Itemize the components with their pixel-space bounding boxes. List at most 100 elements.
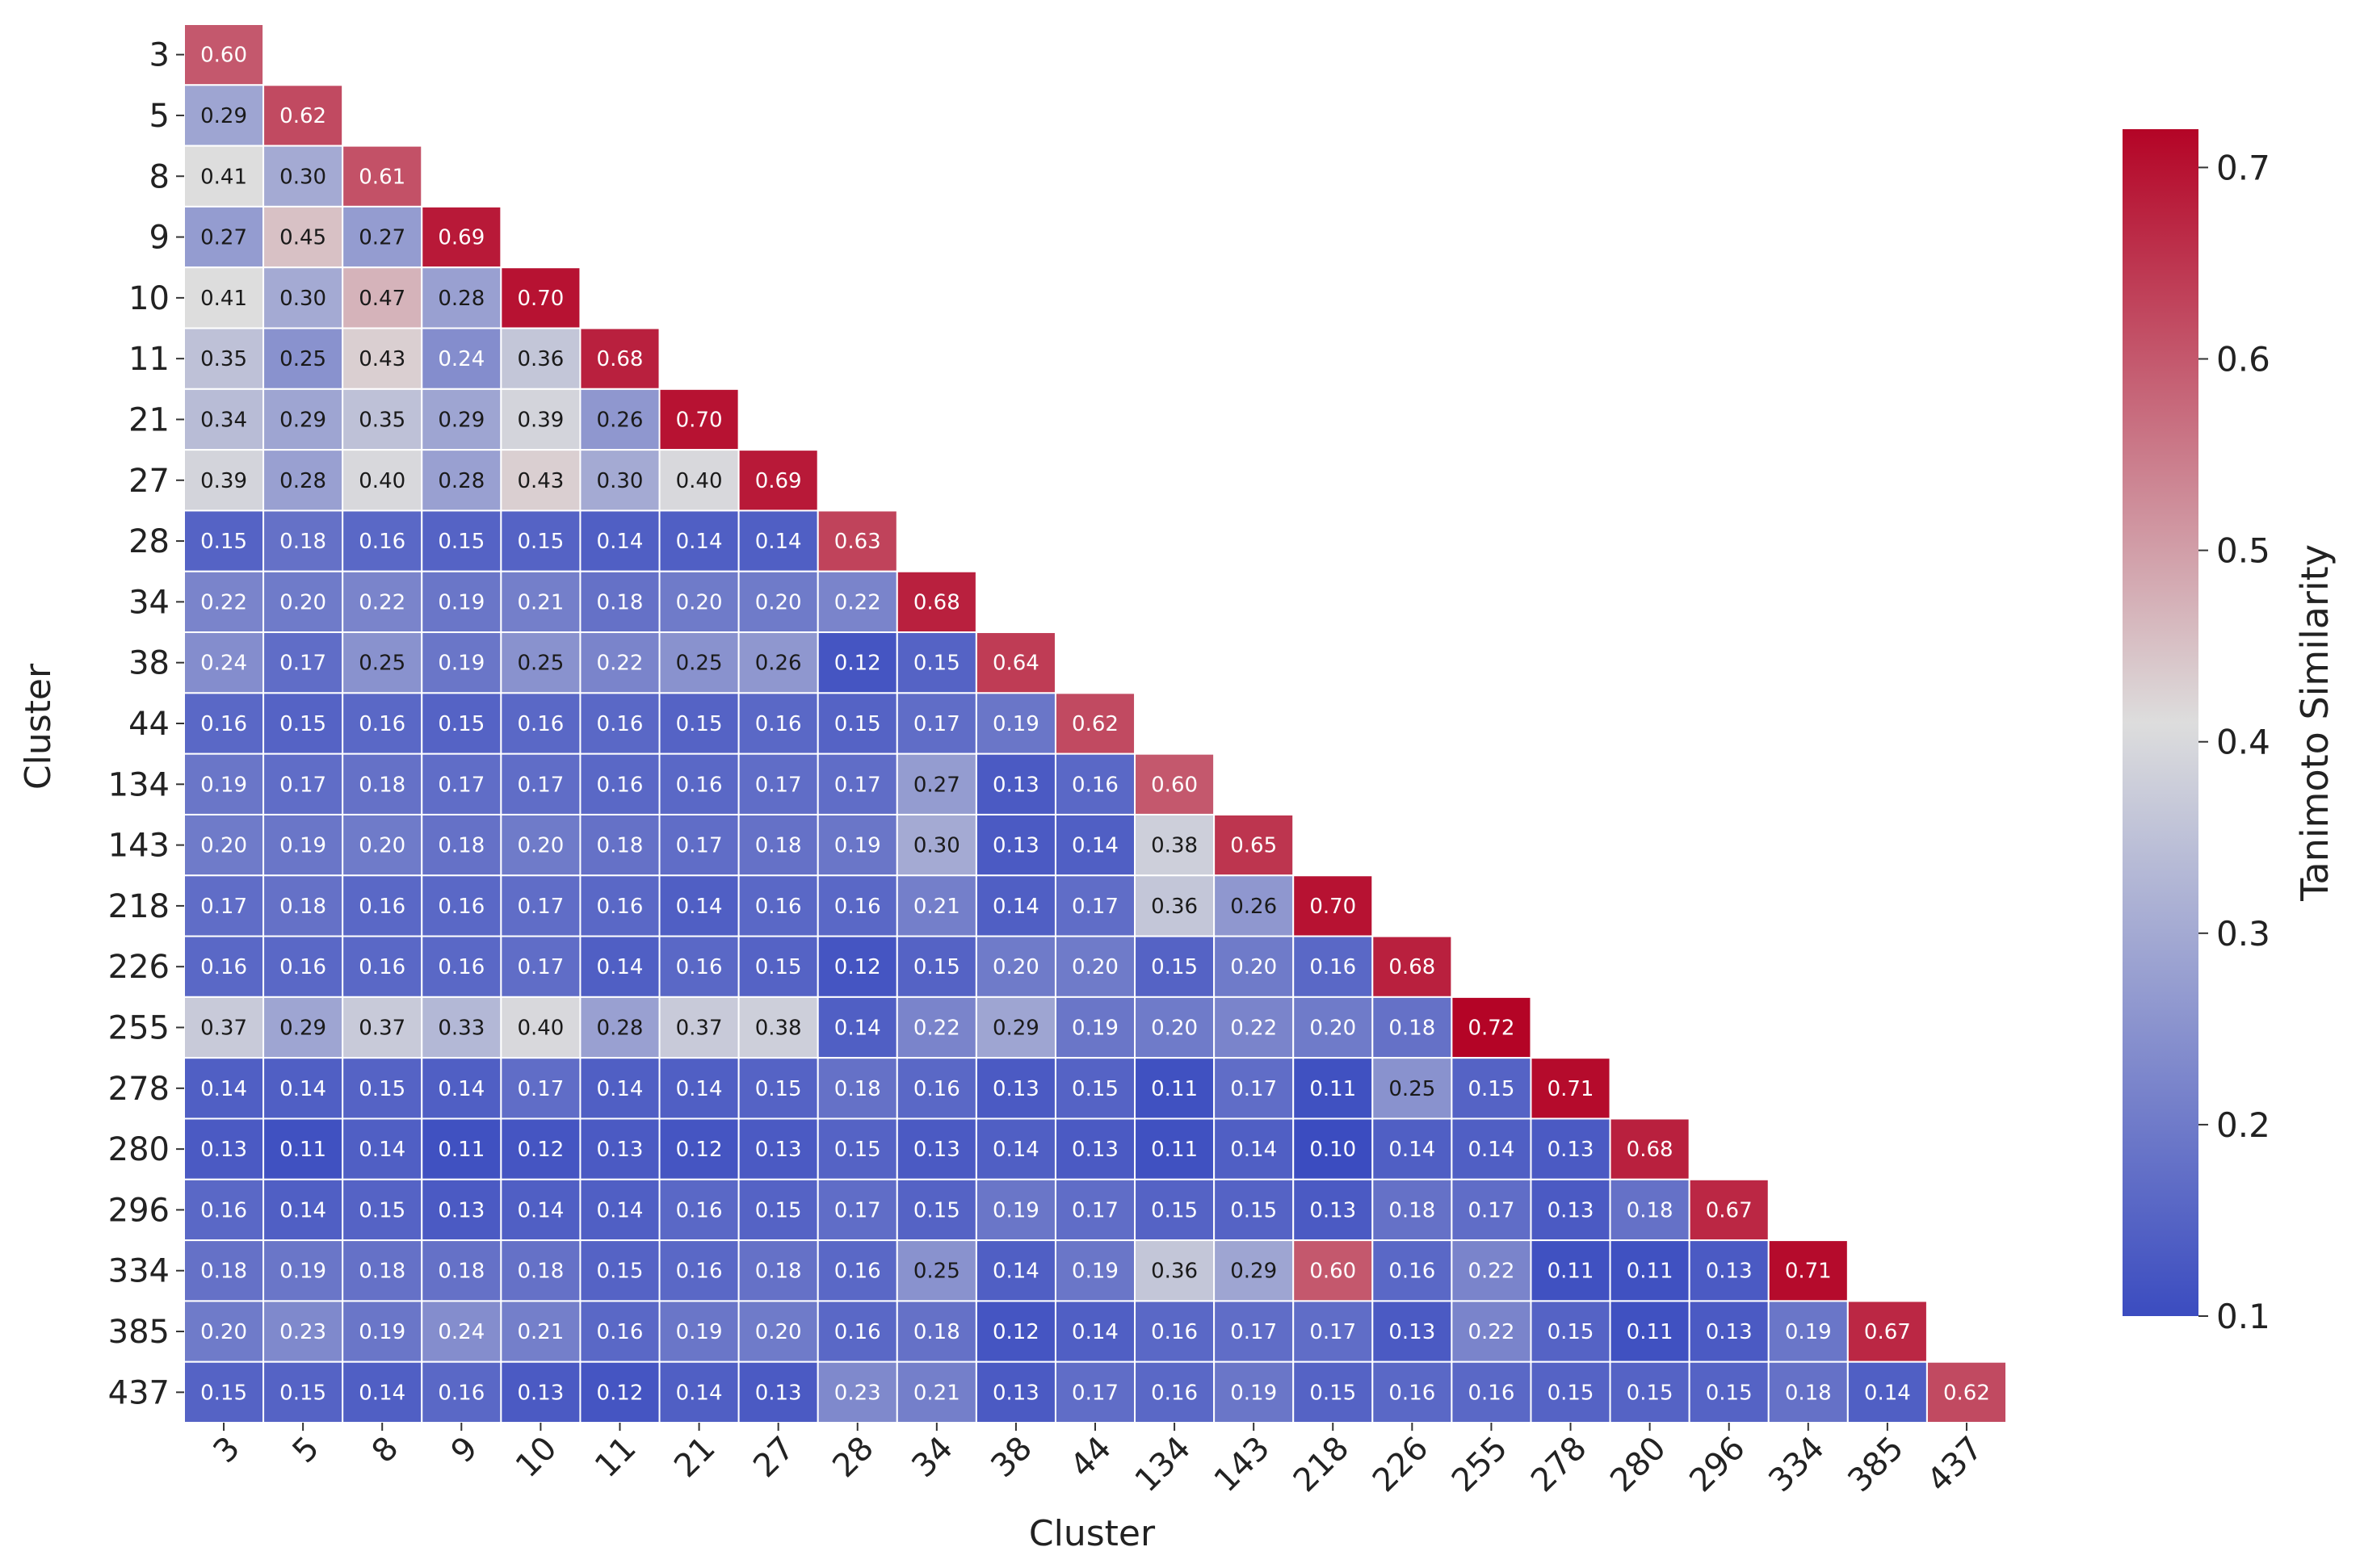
cell-value-label: 0.25 bbox=[359, 652, 405, 676]
cell-value-label: 0.14 bbox=[597, 1077, 644, 1101]
cell-value-label: 0.60 bbox=[200, 44, 247, 68]
heatmap-cell bbox=[1688, 1239, 1770, 1302]
y-tick-label: 134 bbox=[108, 766, 170, 803]
x-tick-label: 5 bbox=[286, 1430, 327, 1471]
heatmap-cell bbox=[737, 1360, 819, 1424]
cell-value-label: 0.16 bbox=[597, 895, 644, 919]
heatmap-cell bbox=[1688, 1178, 1770, 1242]
cell-value-label: 0.16 bbox=[676, 1260, 723, 1284]
heatmap-cell bbox=[500, 874, 582, 937]
cell-value-label: 0.15 bbox=[1627, 1381, 1673, 1405]
cell-value-label: 0.20 bbox=[755, 1320, 802, 1344]
heatmap-cell bbox=[183, 1178, 265, 1242]
cell-value-label: 0.24 bbox=[438, 347, 485, 371]
cell-value-label: 0.14 bbox=[676, 1077, 723, 1101]
y-tick-label: 143 bbox=[108, 828, 170, 865]
cell-value-label: 0.17 bbox=[1072, 895, 1119, 919]
heatmap-cell bbox=[183, 1300, 265, 1363]
cell-value-label: 0.18 bbox=[1388, 1198, 1435, 1222]
heatmap-cell bbox=[342, 1360, 423, 1424]
y-tick-label: 280 bbox=[108, 1131, 170, 1168]
cell-value-label: 0.16 bbox=[438, 895, 485, 919]
cell-value-label: 0.17 bbox=[834, 1198, 881, 1222]
heatmap-cell bbox=[1371, 935, 1453, 998]
x-tick-label: 143 bbox=[1207, 1430, 1278, 1500]
colorbar-tick-label: 0.3 bbox=[2216, 914, 2270, 954]
cell-value-label: 0.43 bbox=[517, 469, 564, 493]
cell-value-label: 0.17 bbox=[1072, 1198, 1119, 1222]
heatmap-cell bbox=[579, 509, 661, 572]
cell-value-label: 0.16 bbox=[1151, 1320, 1198, 1344]
heatmap-cell bbox=[1213, 996, 1295, 1059]
cell-value-label: 0.18 bbox=[279, 895, 326, 919]
cell-value-label: 0.14 bbox=[597, 530, 644, 554]
cell-value-label: 0.67 bbox=[1706, 1198, 1753, 1222]
cell-value-label: 0.13 bbox=[200, 1138, 247, 1162]
heatmap-cell bbox=[1213, 874, 1295, 937]
heatmap-cell bbox=[421, 1057, 502, 1120]
cell-value-label: 0.16 bbox=[359, 712, 405, 736]
heatmap-cell bbox=[183, 631, 265, 694]
heatmap-cell bbox=[817, 753, 898, 815]
heatmap-cell bbox=[342, 692, 423, 755]
cell-value-label: 0.68 bbox=[1627, 1138, 1673, 1162]
cell-value-label: 0.20 bbox=[1309, 1017, 1356, 1041]
cell-value-label: 0.11 bbox=[1151, 1138, 1198, 1162]
cell-value-label: 0.19 bbox=[279, 834, 326, 858]
cell-value-label: 0.69 bbox=[438, 226, 485, 250]
cell-value-label: 0.29 bbox=[279, 408, 326, 432]
cell-value-label: 0.69 bbox=[755, 469, 802, 493]
heatmap-cell bbox=[421, 753, 502, 815]
colorbar-ticks: 0.1 0.2 0.3 0.4 0.5 0.6 0.7 bbox=[2198, 148, 2270, 1336]
heatmap-cell bbox=[1688, 1300, 1770, 1363]
cell-value-label: 0.47 bbox=[359, 287, 405, 311]
heatmap-cell bbox=[579, 753, 661, 815]
heatmap-cell bbox=[1609, 1300, 1690, 1363]
heatmap-cell bbox=[183, 692, 265, 755]
heatmap-cell bbox=[1609, 1360, 1690, 1424]
cell-value-label: 0.16 bbox=[597, 1320, 644, 1344]
cell-value-label: 0.28 bbox=[438, 469, 485, 493]
cell-value-label: 0.35 bbox=[200, 347, 247, 371]
cell-value-label: 0.34 bbox=[200, 408, 247, 432]
cell-value-label: 0.63 bbox=[834, 530, 881, 554]
heatmap-cell bbox=[421, 692, 502, 755]
cell-value-label: 0.14 bbox=[676, 1381, 723, 1405]
cell-value-label: 0.13 bbox=[913, 1138, 960, 1162]
cell-value-label: 0.18 bbox=[1388, 1017, 1435, 1041]
cell-value-label: 0.20 bbox=[517, 834, 564, 858]
cell-value-label: 0.14 bbox=[597, 955, 644, 979]
cell-value-label: 0.11 bbox=[1309, 1077, 1356, 1101]
cell-value-label: 0.30 bbox=[279, 287, 326, 311]
cell-value-label: 0.40 bbox=[676, 469, 723, 493]
cell-value-label: 0.11 bbox=[1627, 1320, 1673, 1344]
cell-value-label: 0.16 bbox=[676, 773, 723, 797]
heatmap-cell bbox=[658, 996, 740, 1059]
cell-value-label: 0.15 bbox=[913, 1198, 960, 1222]
heatmap-cell bbox=[183, 84, 265, 147]
heatmap-cell bbox=[421, 813, 502, 877]
heatmap-cell bbox=[579, 388, 661, 451]
cell-value-label: 0.15 bbox=[1151, 1198, 1198, 1222]
cell-value-label: 0.21 bbox=[517, 1320, 564, 1344]
cell-value-label: 0.25 bbox=[676, 652, 723, 676]
colorbar-tick-label: 0.5 bbox=[2216, 531, 2270, 571]
cell-value-label: 0.37 bbox=[676, 1017, 723, 1041]
cell-value-label: 0.13 bbox=[1388, 1320, 1435, 1344]
cell-value-label: 0.29 bbox=[279, 1017, 326, 1041]
cell-value-label: 0.16 bbox=[913, 1077, 960, 1101]
heatmap-cell bbox=[500, 813, 582, 877]
cell-value-label: 0.60 bbox=[1309, 1260, 1356, 1284]
heatmap-cell bbox=[579, 692, 661, 755]
cell-value-label: 0.40 bbox=[517, 1017, 564, 1041]
cell-value-label: 0.30 bbox=[913, 834, 960, 858]
cell-value-label: 0.19 bbox=[438, 652, 485, 676]
cell-value-label: 0.13 bbox=[993, 773, 1039, 797]
heatmap-cell bbox=[1054, 1239, 1136, 1302]
y-tick-label: 8 bbox=[149, 158, 170, 195]
cell-value-label: 0.14 bbox=[597, 1198, 644, 1222]
cell-value-label: 0.14 bbox=[1468, 1138, 1514, 1162]
cell-value-label: 0.71 bbox=[1785, 1260, 1832, 1284]
heatmap-cell bbox=[579, 996, 661, 1059]
heatmap-cell bbox=[579, 813, 661, 877]
